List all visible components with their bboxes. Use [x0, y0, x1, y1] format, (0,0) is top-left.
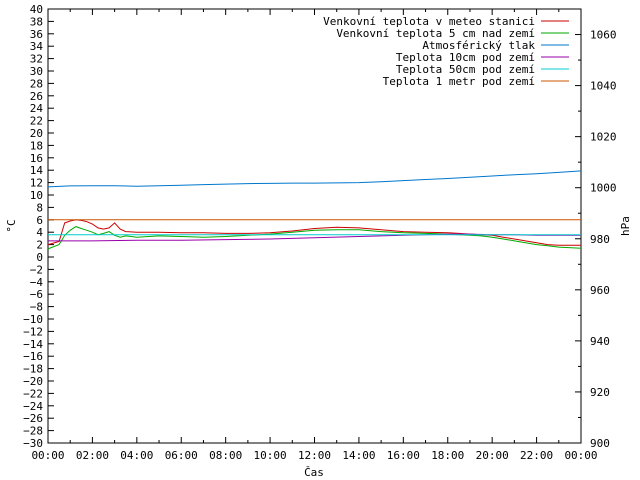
y-tick-label: −26	[23, 412, 43, 425]
y2-tick-label: 1020	[590, 131, 617, 144]
x-tick-label: 16:00	[387, 449, 420, 462]
y2-tick-label: 1060	[590, 29, 617, 42]
y-tick-label: −22	[23, 387, 43, 400]
y-tick-label: 20	[30, 127, 43, 140]
x-tick-label: 14:00	[342, 449, 375, 462]
x-axis: 00:00 02:00 04:00 06:00 08:00 10:00 12:00 14:00…	[31, 9, 598, 462]
y-tick-label: 24	[30, 102, 44, 115]
x-tick-label: 02:00	[76, 449, 109, 462]
y-tick-label: 40	[30, 3, 43, 16]
y-tick-label: 38	[30, 15, 43, 28]
legend-label-2: Venkovní teplota 5 cm nad zemí	[336, 27, 535, 40]
y-tick-label: −24	[23, 400, 43, 413]
y-tick-label: −12	[23, 325, 43, 338]
legend: Venkovní teplota v meteo staniciVenkovní…	[323, 15, 569, 88]
legend-label-4: Teplota 10cm pod zemí	[396, 51, 535, 64]
y-tick-label: −30	[23, 437, 43, 450]
y2-tick-label: 1040	[590, 80, 617, 93]
y2-tick-label: 900	[590, 437, 610, 450]
y-axis-title: °C	[5, 219, 18, 232]
x-tick-label: 04:00	[120, 449, 153, 462]
x-axis-title: Čas	[304, 466, 324, 479]
y-tick-label: −16	[23, 350, 43, 363]
y2-tick-label: 960	[590, 284, 610, 297]
x-tick-label: 12:00	[298, 449, 331, 462]
x-tick-label: 06:00	[165, 449, 198, 462]
y-tick-label: 18	[30, 139, 43, 152]
y2-tick-label: 1000	[590, 182, 617, 195]
y-tick-label: −4	[30, 276, 44, 289]
y-tick-label: −2	[30, 263, 43, 276]
y-tick-label: −18	[23, 363, 43, 376]
y-tick-label: 0	[36, 251, 43, 264]
y-tick-label: 4	[36, 226, 43, 239]
legend-label-6: Teplota 1 metr pod zemí	[383, 75, 535, 88]
y-tick-label: 28	[30, 77, 43, 90]
y2-tick-label: 980	[590, 233, 610, 246]
x-tick-label: 10:00	[254, 449, 287, 462]
series-line-1	[47, 219, 581, 246]
y-tick-label: −20	[23, 375, 43, 388]
x-tick-label: 00:00	[31, 449, 64, 462]
y-axis-right: 900 920 940 960 980 1000 1020 1040 1060	[575, 8, 617, 450]
y-tick-label: 26	[30, 90, 43, 103]
y-axis-left: −30−28−26−24−22−20−18−16−14−12−10−8−6−4−…	[23, 3, 54, 450]
y-tick-label: 30	[30, 65, 43, 78]
y-tick-label: 10	[30, 189, 43, 202]
y-tick-label: 34	[30, 40, 44, 53]
y-tick-label: −8	[30, 301, 43, 314]
y-tick-label: 22	[30, 115, 43, 128]
y-tick-label: −28	[23, 425, 43, 438]
y2-tick-label: 940	[590, 335, 610, 348]
y-tick-label: 36	[30, 28, 43, 41]
y-tick-label: 32	[30, 53, 43, 66]
y-tick-label: 2	[36, 239, 43, 252]
series-group	[47, 170, 582, 250]
legend-label-1: Venkovní teplota v meteo stanici	[323, 15, 535, 28]
y-tick-label: −10	[23, 313, 43, 326]
x-tick-label: 20:00	[476, 449, 509, 462]
y-tick-label: −6	[30, 288, 43, 301]
x-tick-label: 08:00	[209, 449, 242, 462]
y-tick-label: 16	[30, 152, 43, 165]
y2-axis-title: hPa	[619, 216, 632, 236]
y-tick-label: 12	[30, 177, 43, 190]
legend-label-3: Atmosférický tlak	[422, 39, 535, 52]
x-tick-label: 18:00	[431, 449, 464, 462]
series-line-3	[47, 170, 582, 188]
legend-label-5: Teplota 50cm pod zemí	[396, 63, 535, 76]
y2-tick-label: 920	[590, 386, 610, 399]
y-tick-label: 8	[36, 201, 43, 214]
y-tick-label: 14	[30, 164, 44, 177]
x-tick-label: 22:00	[520, 449, 553, 462]
y-tick-label: −14	[23, 338, 43, 351]
x-tick-label: 00:00	[564, 449, 597, 462]
y-tick-label: 6	[36, 214, 43, 227]
